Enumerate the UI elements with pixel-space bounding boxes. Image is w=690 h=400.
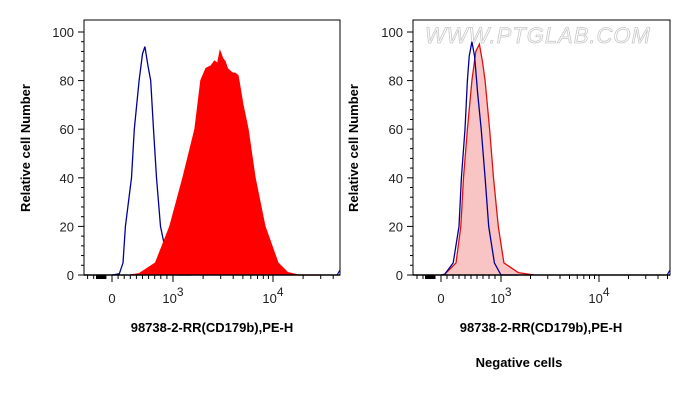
histogram-line-2	[130, 49, 321, 276]
histogram-panel-1: 0 20 40 60 80 100 0 103 104 98738-2-RR(CD179b),PE…	[18, 19, 341, 335]
x-zero-region-ticks	[96, 275, 106, 279]
y-tick-label: 100	[381, 25, 403, 40]
x-tick-label: 104	[262, 285, 283, 306]
histogram-fill-2	[130, 51, 321, 276]
y-tick-label: 40	[60, 171, 74, 186]
y-tick-label: 20	[60, 219, 74, 234]
y-axis-title: Relative cell Number	[18, 84, 33, 212]
watermark-text: WWW.PTGLAB.COM	[425, 23, 651, 48]
y-tick-label: 100	[52, 25, 74, 40]
edge-events-line	[336, 269, 341, 276]
histogram-line-1	[440, 42, 535, 276]
histogram-fill-1	[441, 44, 535, 276]
y-tick-label: 0	[67, 268, 74, 283]
y-tick-label: 60	[60, 122, 74, 137]
x-tick-label: 104	[588, 285, 609, 306]
x-tick-label: 103	[490, 285, 511, 306]
x-tick-label: 0	[437, 291, 444, 306]
y-axis-title: Relative cell Number	[346, 84, 361, 212]
y-tick-label: 40	[389, 171, 403, 186]
y-tick-label: 60	[389, 122, 403, 137]
y-tick-label: 0	[396, 268, 403, 283]
x-axis-title: 98738-2-RR(CD179b),PE-H	[131, 320, 294, 335]
x-axis-title: 98738-2-RR(CD179b),PE-H	[460, 320, 623, 335]
plot-frame	[412, 19, 671, 276]
panel-subtitle: Negative cells	[476, 355, 563, 370]
x-tick-label: 103	[162, 285, 183, 306]
edge-events-line	[666, 269, 671, 276]
histogram-panel-2: WWW.PTGLAB.COM 0 20 40 60 80 100 0 103 104 98738-2…	[346, 19, 671, 370]
y-tick-label: 80	[389, 74, 403, 89]
y-tick-label: 20	[389, 219, 403, 234]
y-tick-label: 80	[60, 74, 74, 89]
x-zero-region-ticks	[425, 275, 435, 279]
x-tick-label: 0	[108, 291, 115, 306]
histogram-line-2	[440, 41, 519, 276]
